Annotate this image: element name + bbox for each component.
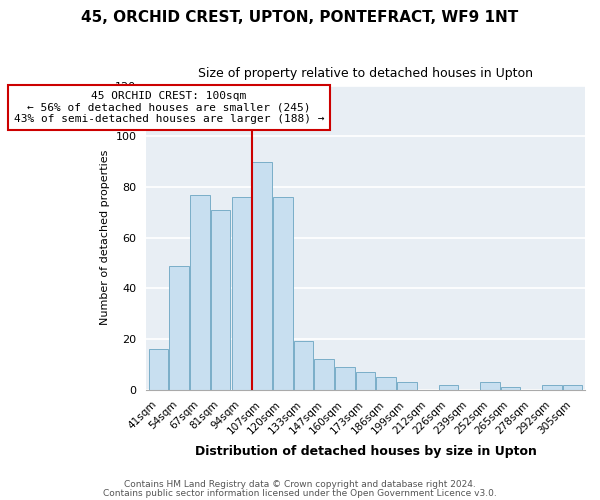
Bar (149, 349, 169, 390)
Bar (293, 342, 313, 390)
Text: Contains HM Land Registry data © Crown copyright and database right 2024.: Contains HM Land Registry data © Crown c… (124, 480, 476, 489)
Text: 45, ORCHID CREST, UPTON, PONTEFRACT, WF9 1NT: 45, ORCHID CREST, UPTON, PONTEFRACT, WF9… (82, 10, 518, 25)
Bar (480, 382, 500, 390)
Bar (190, 194, 210, 390)
Bar (563, 384, 583, 390)
Text: 45 ORCHID CREST: 100sqm
← 56% of detached houses are smaller (245)
43% of semi-d: 45 ORCHID CREST: 100sqm ← 56% of detache… (14, 91, 324, 124)
X-axis label: Distribution of detached houses by size in Upton: Distribution of detached houses by size … (194, 444, 536, 458)
Bar (356, 372, 376, 390)
Bar (169, 266, 189, 390)
Bar (273, 197, 293, 390)
Text: Contains public sector information licensed under the Open Government Licence v3: Contains public sector information licen… (103, 488, 497, 498)
Bar (252, 162, 272, 390)
Bar (376, 377, 396, 390)
Bar (542, 384, 562, 390)
Bar (211, 210, 230, 390)
Bar (335, 367, 355, 390)
Bar (397, 382, 417, 390)
Bar (500, 387, 520, 390)
Bar (314, 359, 334, 390)
Bar (232, 197, 251, 390)
Y-axis label: Number of detached properties: Number of detached properties (100, 150, 110, 326)
Bar (439, 384, 458, 390)
Title: Size of property relative to detached houses in Upton: Size of property relative to detached ho… (198, 68, 533, 80)
